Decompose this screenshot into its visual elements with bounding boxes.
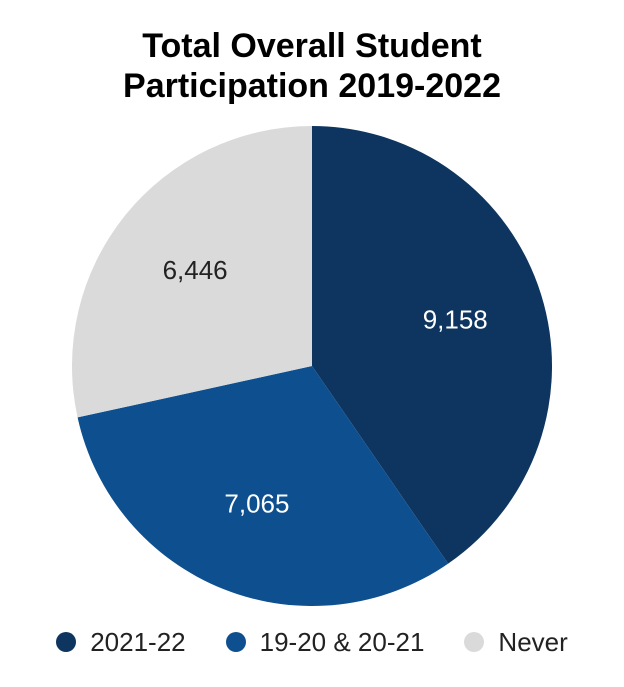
legend-swatch-2021-22: [56, 632, 77, 652]
chart-title-line-2: Participation 2019-2022: [123, 67, 501, 105]
legend-label-19-20-and-20-21: 19-20 & 20-21: [259, 626, 425, 657]
legend: 2021-22 19-20 & 20-21 Never: [0, 620, 624, 664]
chart-title: Total Overall Student Participation 2019…: [0, 26, 624, 106]
pie-slice-19-20-and-20-21: [77, 366, 449, 607]
legend-label-2021-22: 2021-22: [90, 626, 186, 657]
legend-item-2021-22: 2021-22: [56, 626, 186, 658]
data-label-19-20-and-20-21: 7,065: [224, 488, 289, 518]
legend-item-never: Never: [464, 626, 568, 658]
legend-label-never: Never: [498, 626, 568, 657]
chart-title-line-1: Total Overall Student: [142, 27, 482, 65]
legend-item-19-20-and-20-21: 19-20 & 20-21: [225, 626, 425, 658]
legend-swatch-19-20-and-20-21: [225, 632, 246, 652]
pie-slice-2021-22: [312, 126, 553, 564]
data-label-never: 6,446: [163, 255, 228, 285]
legend-swatch-never: [464, 632, 485, 652]
pie-slice-never: [71, 126, 312, 418]
data-label-2021-22: 9,158: [423, 304, 488, 334]
